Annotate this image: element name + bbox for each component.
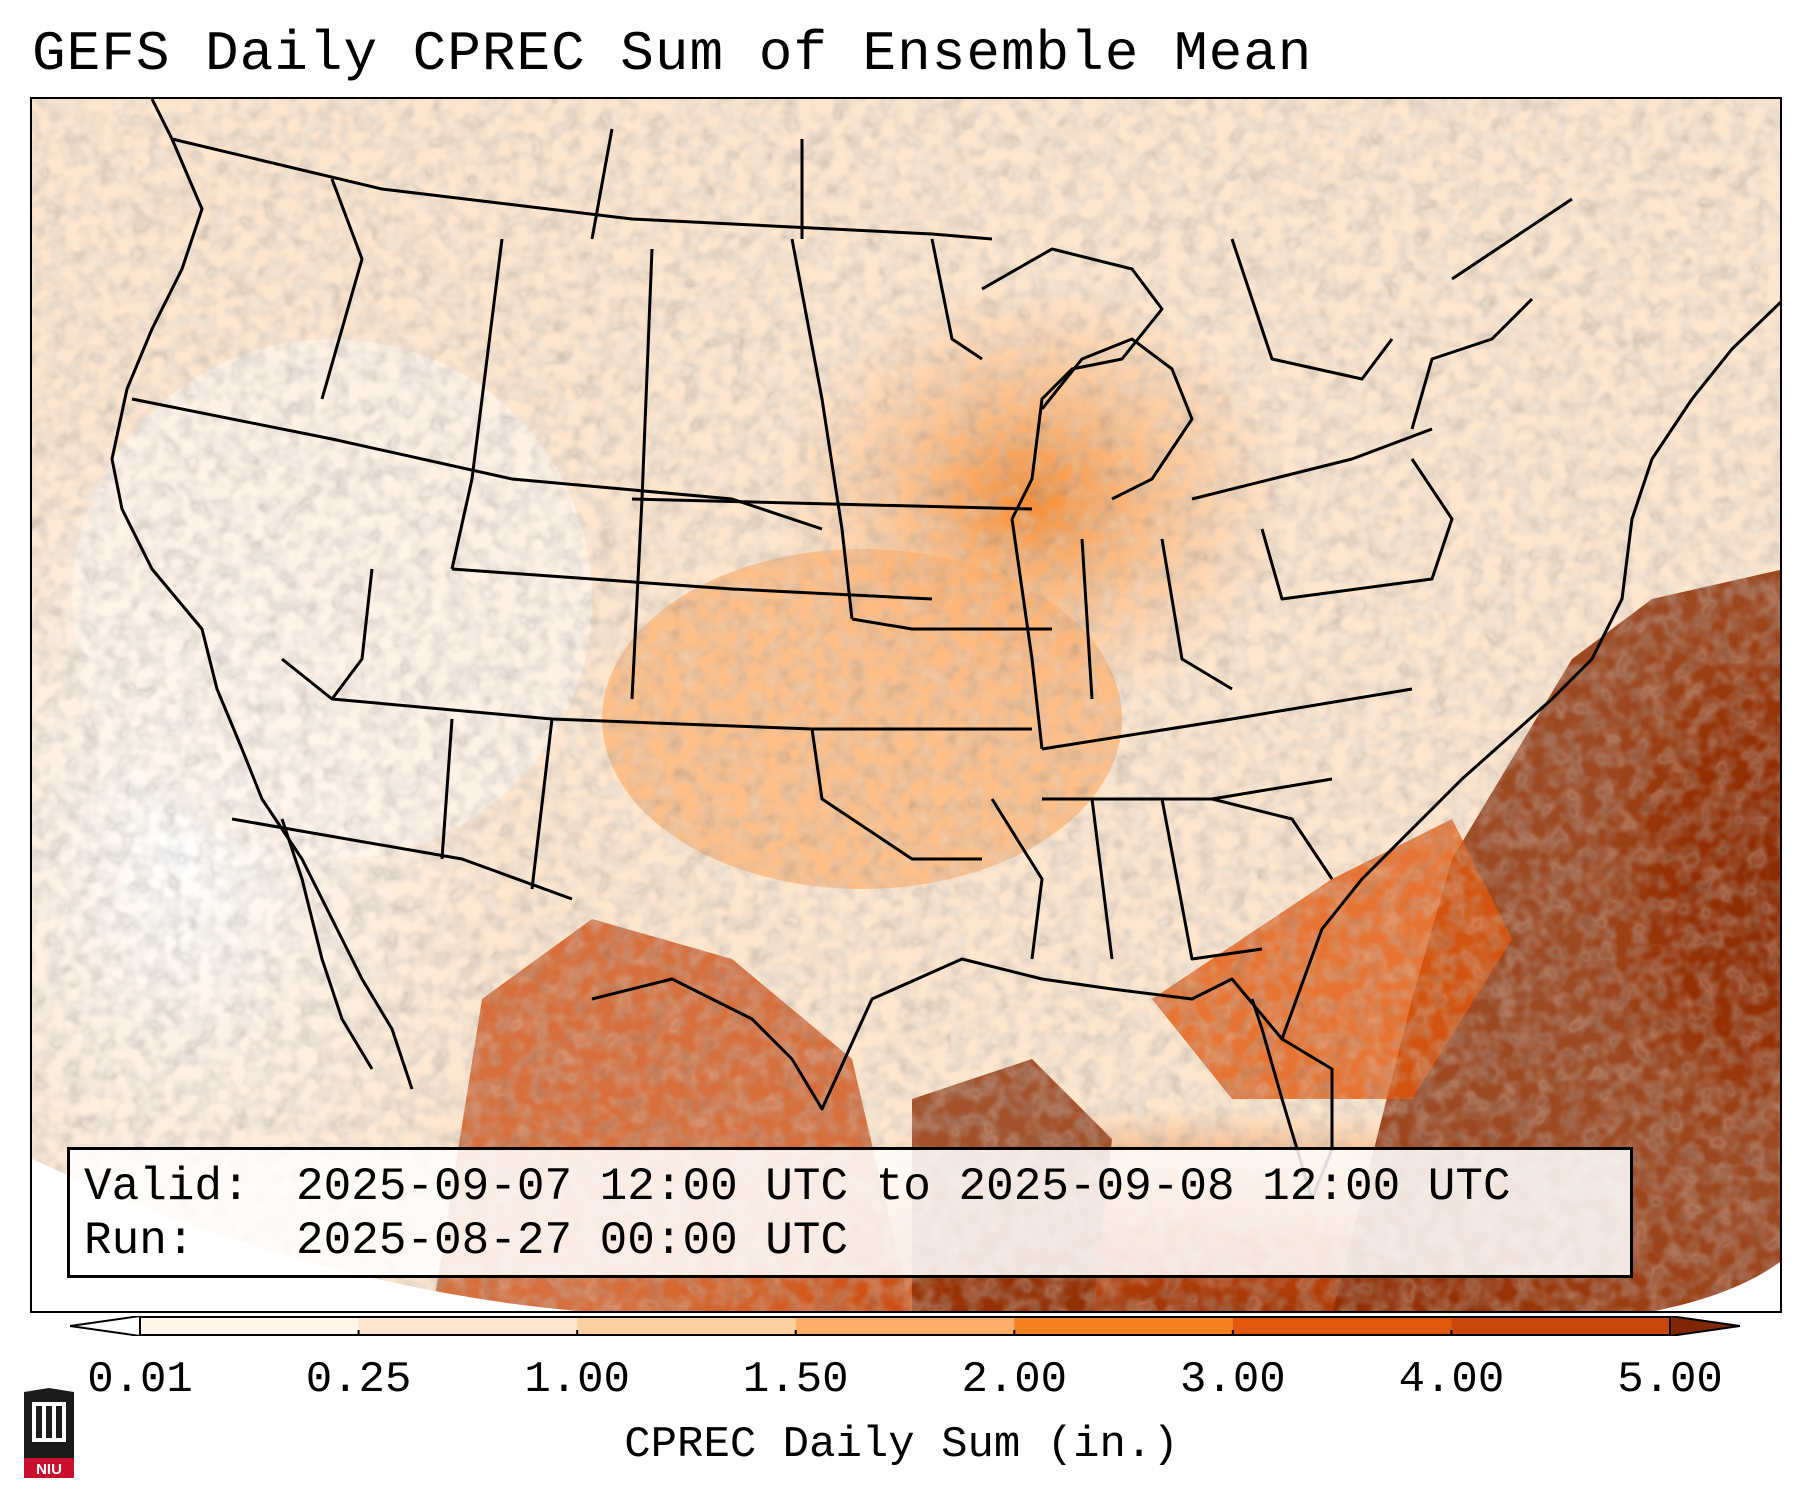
colorbar-segment [1451,1316,1671,1336]
colorbar-tick-label: 0.25 [305,1355,412,1405]
colorbar-segment [140,1316,360,1336]
colorbar-segment [1232,1316,1452,1336]
run-value: 2025-08-27 00:00 UTC [296,1215,849,1267]
state-borders [110,99,1780,1201]
valid-label: Valid: [84,1161,250,1213]
colorbar-tick-label: 1.00 [524,1355,630,1405]
colorbar-under-extension [70,1316,141,1336]
colorbar-tick-label: 2.00 [961,1355,1068,1405]
colorbar-outline [139,1316,1671,1336]
map-canvas [32,99,1780,1311]
precip-map [30,97,1782,1313]
run-row: Run: 2025-08-27 00:00 UTC [84,1214,1616,1268]
precip-shading [32,99,1780,1311]
niu-logo-text: NIU [36,1461,62,1478]
valid-value: 2025-09-07 12:00 UTC to 2025-09-08 12:00… [296,1161,1511,1213]
colorbar-tick-label: 5.00 [1617,1355,1723,1405]
colorbar-tick-label: 1.50 [742,1355,849,1405]
colorbar-tick-label: 4.00 [1398,1355,1505,1405]
colorbar-tick-labels: 0.01 0.25 1.00 1.50 2.00 3.00 4.00 5.00 [0,1355,1803,1415]
colorbar-segment [358,1316,578,1336]
colorbar-tick-label: 0.01 [87,1355,193,1405]
valid-row: Valid: 2025-09-07 12:00 UTC to 2025-09-0… [84,1160,1616,1214]
niu-logo-icon: NIU [24,1388,74,1478]
colorbar-segment [1014,1316,1234,1336]
colorbar-segment [795,1316,1015,1336]
run-label: Run: [84,1215,195,1267]
colorbar [70,1316,1740,1336]
colorbar-tick-label: 3.00 [1180,1355,1286,1405]
colorbar-label: CPREC Daily Sum (in.) [624,1420,1179,1470]
colorbar-over-extension [1669,1316,1740,1336]
colorbar-segment [577,1316,797,1336]
valid-run-info-box: Valid: 2025-09-07 12:00 UTC to 2025-09-0… [67,1147,1633,1278]
map-title: GEFS Daily CPREC Sum of Ensemble Mean [32,22,1313,86]
